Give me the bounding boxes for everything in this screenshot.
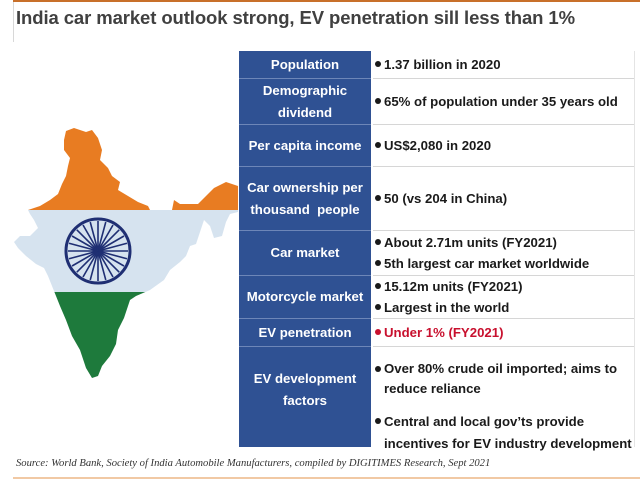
bullet-item: 5th largest car market worldwide <box>375 253 637 274</box>
table-row-ev-penetration: EV penetration Under 1% (FY2021) <box>239 319 637 347</box>
page-title: India car market outlook strong, EV pene… <box>16 7 575 28</box>
bullet-text: Central and local gov’ts provide incenti… <box>384 414 632 451</box>
bullet-dot-icon <box>375 239 381 245</box>
bullet-dot-icon <box>375 98 381 104</box>
india-flag-map-icon <box>14 128 238 378</box>
bullet-text: About 2.71m units (FY2021) <box>384 235 557 250</box>
bullet-text: 50 (vs 204 in China) <box>384 191 508 206</box>
india-market-table: Population 1.37 billion in 2020 Demograp… <box>239 51 637 451</box>
row-category: Motorcycle market <box>246 289 364 304</box>
bullet-text: Over 80% crude oil imported; aims to red… <box>384 361 618 396</box>
bullet-dot-icon <box>375 142 381 148</box>
table-row-motorcycle-market: Motorcycle market 15.12m units (FY2021) … <box>239 276 637 319</box>
bullet-item: Central and local gov’ts provide incenti… <box>375 411 637 455</box>
row-values: Under 1% (FY2021) <box>375 319 637 346</box>
row-divider <box>239 318 635 319</box>
table-row-population: Population 1.37 billion in 2020 <box>239 51 637 79</box>
bullet-text: 65% of population under 35 years old <box>384 94 618 109</box>
row-divider <box>239 230 635 231</box>
row-category: Population <box>270 56 340 72</box>
row-values: Over 80% crude oil imported; aims to red… <box>375 347 637 451</box>
bullet-dot-icon <box>375 304 381 310</box>
bullet-item: 15.12m units (FY2021) <box>375 276 637 297</box>
bullet-text: 5th largest car market worldwide <box>384 256 590 271</box>
row-values: US$2,080 in 2020 <box>375 125 637 166</box>
row-divider <box>239 346 635 347</box>
bullet-dot-icon <box>375 61 381 67</box>
bullet-dot-icon <box>375 195 381 201</box>
row-category: EV penetration <box>258 324 352 340</box>
bullet-dot-icon <box>375 260 381 266</box>
table-row-car-market: Car market About 2.71m units (FY2021) 5t… <box>239 231 637 276</box>
bullet-dot-icon <box>375 329 381 335</box>
table-row-demographic-dividend: Demographic dividend 65% of population u… <box>239 79 637 125</box>
bullet-dot-icon <box>375 366 381 372</box>
bullet-item: 1.37 billion in 2020 <box>375 54 637 75</box>
bullet-text: 15.12m units (FY2021) <box>384 279 523 294</box>
flag-saffron-band <box>14 128 238 210</box>
bullet-item: US$2,080 in 2020 <box>375 135 637 156</box>
flag-green-band <box>14 292 238 378</box>
row-divider <box>239 166 635 167</box>
bullet-item: About 2.71m units (FY2021) <box>375 232 637 253</box>
bullet-item: 65% of population under 35 years old <box>375 91 637 112</box>
source-note: Source: World Bank, Society of India Aut… <box>16 458 491 469</box>
bullet-text: 1.37 billion in 2020 <box>384 57 501 72</box>
bottom-accent-rule <box>13 477 640 479</box>
bullet-text: Under 1% (FY2021) <box>384 325 504 340</box>
row-values: 1.37 billion in 2020 <box>375 51 637 78</box>
table-row-car-ownership: Car ownership per thousand people 50 (vs… <box>239 167 637 231</box>
row-category: Car ownership per thousand people <box>247 179 367 217</box>
left-rule <box>13 2 14 42</box>
top-accent-rule <box>13 0 640 2</box>
row-category: Demographic dividend <box>262 82 348 120</box>
row-values: 50 (vs 204 in China) <box>375 167 637 230</box>
bullet-item: Largest in the world <box>375 297 637 318</box>
row-values: 65% of population under 35 years old <box>375 79 637 124</box>
bullet-text: US$2,080 in 2020 <box>384 138 492 153</box>
bullet-dot-icon <box>375 418 381 424</box>
bullet-text: Largest in the world <box>384 300 510 315</box>
category-column <box>239 51 371 447</box>
table-right-border <box>634 51 635 447</box>
row-category: EV development factors <box>253 371 357 408</box>
row-values: 15.12m units (FY2021) Largest in the wor… <box>375 276 637 318</box>
table-row-ev-development-factors: EV development factors Over 80% crude oi… <box>239 347 637 451</box>
row-divider <box>239 124 635 125</box>
row-category: Car market <box>270 245 340 260</box>
row-divider <box>239 275 635 276</box>
row-category: Per capita income <box>248 137 362 153</box>
table-row-per-capita-income: Per capita income US$2,080 in 2020 <box>239 125 637 167</box>
bullet-dot-icon <box>375 283 381 289</box>
bullet-item: 50 (vs 204 in China) <box>375 188 637 209</box>
bullet-item: Over 80% crude oil imported; aims to red… <box>375 359 630 399</box>
bullet-item-highlight: Under 1% (FY2021) <box>375 322 637 343</box>
row-values: About 2.71m units (FY2021) 5th largest c… <box>375 231 637 275</box>
ashoka-chakra-icon <box>64 217 132 285</box>
row-divider <box>239 78 635 79</box>
